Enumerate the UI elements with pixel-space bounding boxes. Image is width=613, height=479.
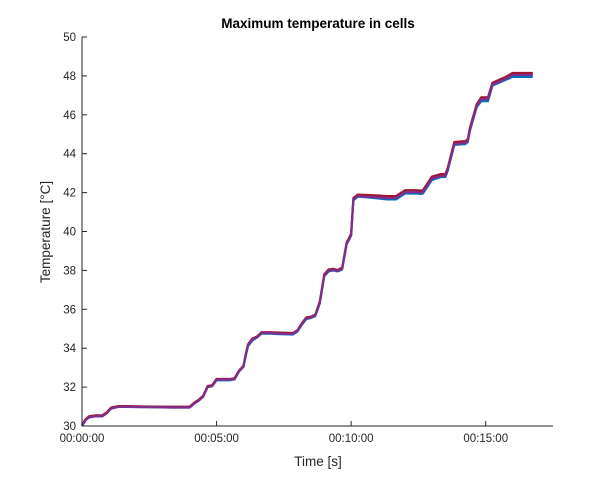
chart-title: Maximum temperature in cells [221, 16, 415, 31]
y-tick-label: 32 [63, 382, 76, 394]
y-tick-label: 50 [63, 32, 76, 44]
y-tick-label: 30 [63, 421, 76, 433]
y-tick-label: 36 [63, 304, 76, 316]
series-line-3 [81, 73, 533, 427]
y-axis-title: Temperature [°C] [38, 181, 53, 283]
x-axis-title: Time [s] [294, 454, 342, 469]
y-tick-label: 38 [63, 265, 76, 277]
y-tick-label: 46 [63, 110, 76, 122]
x-tick-label: 00:00:00 [60, 433, 105, 445]
x-tick-label: 00:05:00 [194, 433, 239, 445]
series-layer [81, 71, 533, 427]
y-tick-label: 48 [63, 71, 76, 83]
y-tick-label: 44 [63, 149, 76, 161]
y-tick-label: 34 [63, 343, 76, 355]
axes-layer: 30 32 34 36 38 40 42 44 46 48 50 00:00:00 00:05:00 00… [60, 32, 553, 445]
x-tick-label: 00:15:00 [463, 433, 508, 445]
x-tick-label: 00:10:00 [329, 433, 374, 445]
y-tick-label: 42 [63, 188, 76, 200]
y-tick-label: 40 [63, 227, 76, 239]
